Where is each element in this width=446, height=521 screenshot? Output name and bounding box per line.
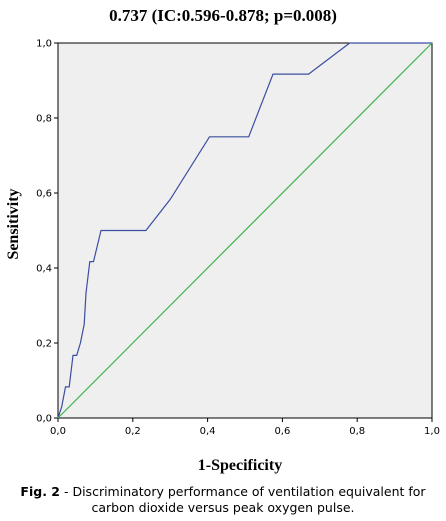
axis-ticks: 0,0 0,2 0,4 0,6 0,8 1,0 0,0 0,2 0,4 0,6 0,8 1,0 (36, 39, 440, 438)
x-tick-label: 0,8 (349, 426, 365, 437)
y-tick-label: 0,0 (36, 414, 52, 425)
x-tick-label: 1,0 (424, 426, 440, 437)
chart-title: 0.737 (IC:0.596-0.878; p=0.008) (109, 6, 337, 25)
caption-label: Fig. 2 (20, 484, 60, 499)
y-tick-label: 1,0 (36, 39, 52, 50)
y-tick-label: 0,2 (36, 339, 52, 350)
figure-caption: Fig. 2 - Discriminatory performance of v… (0, 484, 446, 516)
reference-diagonal-line (57, 42, 433, 419)
x-tick-label: 0,2 (125, 426, 141, 437)
y-tick-label: 0,8 (36, 114, 52, 125)
caption-text: - Discriminatory performance of ventilat… (60, 484, 426, 515)
x-axis-label: 1-Specificity (198, 457, 282, 474)
y-tick-label: 0,6 (36, 189, 52, 200)
roc-curve-line (57, 42, 432, 419)
y-tick-label: 0,4 (36, 264, 52, 275)
series-layer (57, 42, 433, 419)
x-tick-label: 0,4 (200, 426, 216, 437)
x-tick-label: 0,6 (274, 426, 290, 437)
x-tick-label: 0,0 (50, 426, 66, 437)
y-axis-label: Sensitivity (5, 188, 22, 259)
